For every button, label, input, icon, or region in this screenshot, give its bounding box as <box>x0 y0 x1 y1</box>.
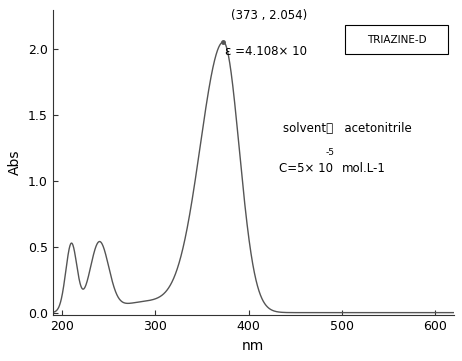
X-axis label: nm: nm <box>242 339 264 353</box>
FancyBboxPatch shape <box>346 25 448 54</box>
Text: -5: -5 <box>325 148 334 157</box>
Text: mol.L-1: mol.L-1 <box>341 162 385 175</box>
Text: (373 , 2.054): (373 , 2.054) <box>231 9 307 22</box>
Text: solvent：   acetonitrile: solvent： acetonitrile <box>283 122 412 135</box>
Text: TRIAZINE-D: TRIAZINE-D <box>367 35 426 45</box>
Y-axis label: Abs: Abs <box>8 150 22 175</box>
Text: ε =4.108× 10: ε =4.108× 10 <box>225 45 307 58</box>
Text: 4: 4 <box>0 360 1 361</box>
Text: C=5× 10: C=5× 10 <box>279 162 333 175</box>
